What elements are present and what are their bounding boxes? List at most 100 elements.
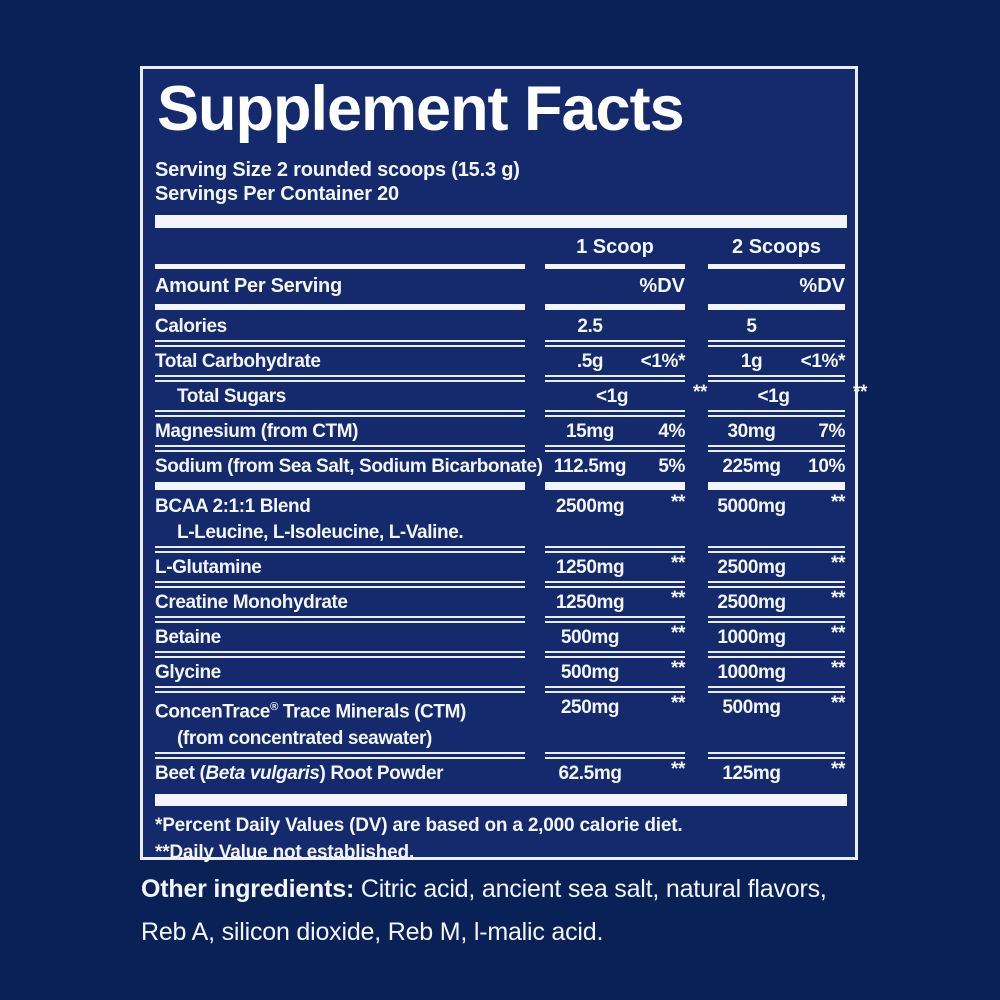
scoop1-amount: 112.5mg (553, 456, 627, 478)
daggers: ** (671, 553, 685, 575)
scoop1-amount: 500mg (560, 662, 620, 684)
scoop2-cell: 2500mg ** (708, 553, 845, 578)
scoop1-cell: 2.5 (545, 316, 685, 337)
divider-thick-top (155, 215, 847, 229)
scoop2-dv: <1%* (800, 351, 846, 373)
amount-per-serving-label: Amount Per Serving (155, 275, 342, 298)
row-divider (155, 581, 847, 589)
daggers: ** (671, 758, 685, 780)
scoop1-dv (639, 316, 685, 337)
nutrition-table-body: Calories 2.5 5 Total Carbohydrate .5g <1%* 1g <… (155, 312, 867, 787)
row-name-part: BCAA 2:1:1 Blend (155, 496, 311, 518)
divider-segment (708, 651, 845, 659)
table-row: L-Glutamine 1250mg ** 2500mg ** (155, 553, 847, 581)
divider-segment (545, 410, 685, 418)
daggers: ** (671, 658, 685, 680)
row-name-part: Creatine Monohydrate (155, 592, 348, 614)
row-name-part: Beet ( (155, 762, 206, 784)
scoop1-amount: 1250mg (555, 557, 625, 579)
scoop2-amount: 1g (740, 351, 763, 373)
scoop2-cell: 225mg 10% (708, 456, 845, 477)
scoop2-cell: 1000mg ** (708, 623, 845, 649)
scoop1-cell: 500mg ** (545, 658, 686, 684)
scoop2-amount: 125mg (722, 762, 781, 784)
scoop1-cell: 1250mg ** (545, 588, 686, 613)
table-row: BCAA 2:1:1 Blend L-Leucine, L-Isoleucine,… (155, 492, 847, 546)
scoop2-amount: 30mg (727, 421, 776, 443)
divider-segment (708, 445, 845, 453)
scoop1-cell: 2500mg ** (545, 492, 686, 518)
amount-per-serving-row: Amount Per Serving %DV %DV (155, 271, 847, 301)
divider-segment (545, 375, 685, 383)
scoop2-dv: ** (799, 492, 845, 517)
divider-segment (708, 264, 845, 270)
scoop1-dv: ** (639, 658, 685, 683)
scoop2-dv: 10% (808, 456, 845, 478)
scoop2-dv: ** (799, 588, 845, 613)
scoop2-cell: 5000mg ** (708, 492, 845, 518)
divider-segment (155, 375, 525, 383)
other-ingredients-label: Other ingredients: (141, 875, 355, 903)
row-name-part: ® (269, 701, 278, 714)
daggers: ** (831, 588, 845, 610)
row-subtext: (from concentrated seawater) (177, 727, 432, 749)
scoop2-amount: 2500mg (717, 592, 786, 614)
divider-segment (545, 581, 685, 589)
row-name-part: ) Root Powder (319, 762, 444, 784)
scoop2-cell: <1g ** (730, 382, 867, 407)
dv-header-scoop2: %DV (799, 275, 845, 298)
daggers: ** (831, 623, 845, 645)
divider-thick-bottom (155, 793, 847, 806)
scoop1-cell: 1250mg ** (545, 553, 686, 579)
scoop2-amount: 1000mg (717, 627, 786, 649)
row-name: Glycine (155, 662, 525, 683)
scoop2-dv: ** (821, 382, 867, 407)
table-row: Total Carbohydrate .5g <1%* 1g <1%* (155, 347, 847, 375)
scoop1-amount: <1g (595, 386, 629, 408)
daggers: ** (831, 553, 845, 575)
daggers: ** (853, 382, 867, 404)
scoop1-cell: .5g <1%* (545, 351, 686, 373)
scoop1-amount: 15mg (565, 421, 615, 443)
table-row: Sodium (from Sea Salt, Sodium Bicarbonat… (155, 452, 847, 480)
row-name: Total Sugars (155, 386, 547, 407)
row-subtext: L-Leucine, L-Isoleucine, L-Valine. (177, 522, 464, 544)
row-name-part: Total Sugars (177, 386, 286, 408)
scoop1-dv: ** (639, 588, 685, 613)
scoop1-amount: 2.5 (577, 316, 603, 338)
footnote-percent-dv: *Percent Daily Values (DV) are based on … (155, 814, 683, 836)
row-name: Total Carbohydrate (155, 351, 525, 372)
scoop2-amount: 225mg (722, 456, 781, 478)
scoop1-amount: 2500mg (555, 496, 625, 518)
divider-segment (708, 410, 845, 418)
table-row: Glycine 500mg ** 1000mg ** (155, 658, 847, 686)
row-name: BCAA 2:1:1 Blend L-Leucine, L-Isoleucine,… (155, 496, 525, 543)
row-divider (155, 616, 847, 624)
row-name: Creatine Monohydrate (155, 592, 525, 613)
row-divider (155, 410, 847, 418)
divider-segment (155, 651, 525, 659)
divider-segment (155, 445, 525, 453)
servings-per-container: Servings Per Container 20 (155, 182, 399, 205)
scoop1-amount: 500mg (560, 627, 620, 649)
section-divider-thick (155, 482, 847, 491)
divider-segment (155, 686, 525, 694)
divider-segment (708, 482, 845, 491)
scoop2-amount: 5000mg (717, 496, 786, 518)
divider-segment (708, 616, 845, 624)
divider-segment (155, 410, 525, 418)
scoop1-dv: 4% (658, 421, 685, 443)
serving-size: Serving Size 2 rounded scoops (15.3 g) (155, 158, 520, 181)
column-header-2-scoops: 2 Scoops (732, 236, 821, 259)
scoop1-cell: 500mg ** (545, 623, 686, 649)
table-row: Creatine Monohydrate 1250mg ** 2500mg ** (155, 588, 847, 616)
divider-segment (708, 581, 845, 589)
scoop1-amount: .5g (576, 351, 604, 373)
table-row: Beet (Beta vulgaris) Root Powder 62.5mg **… (155, 759, 847, 787)
row-divider (155, 546, 847, 554)
divider-segment (708, 375, 845, 383)
scoop2-dv: 7% (818, 421, 845, 443)
divider-segment (155, 751, 525, 759)
table-row: Calories 2.5 5 (155, 312, 847, 340)
row-name: Calories (155, 316, 525, 337)
